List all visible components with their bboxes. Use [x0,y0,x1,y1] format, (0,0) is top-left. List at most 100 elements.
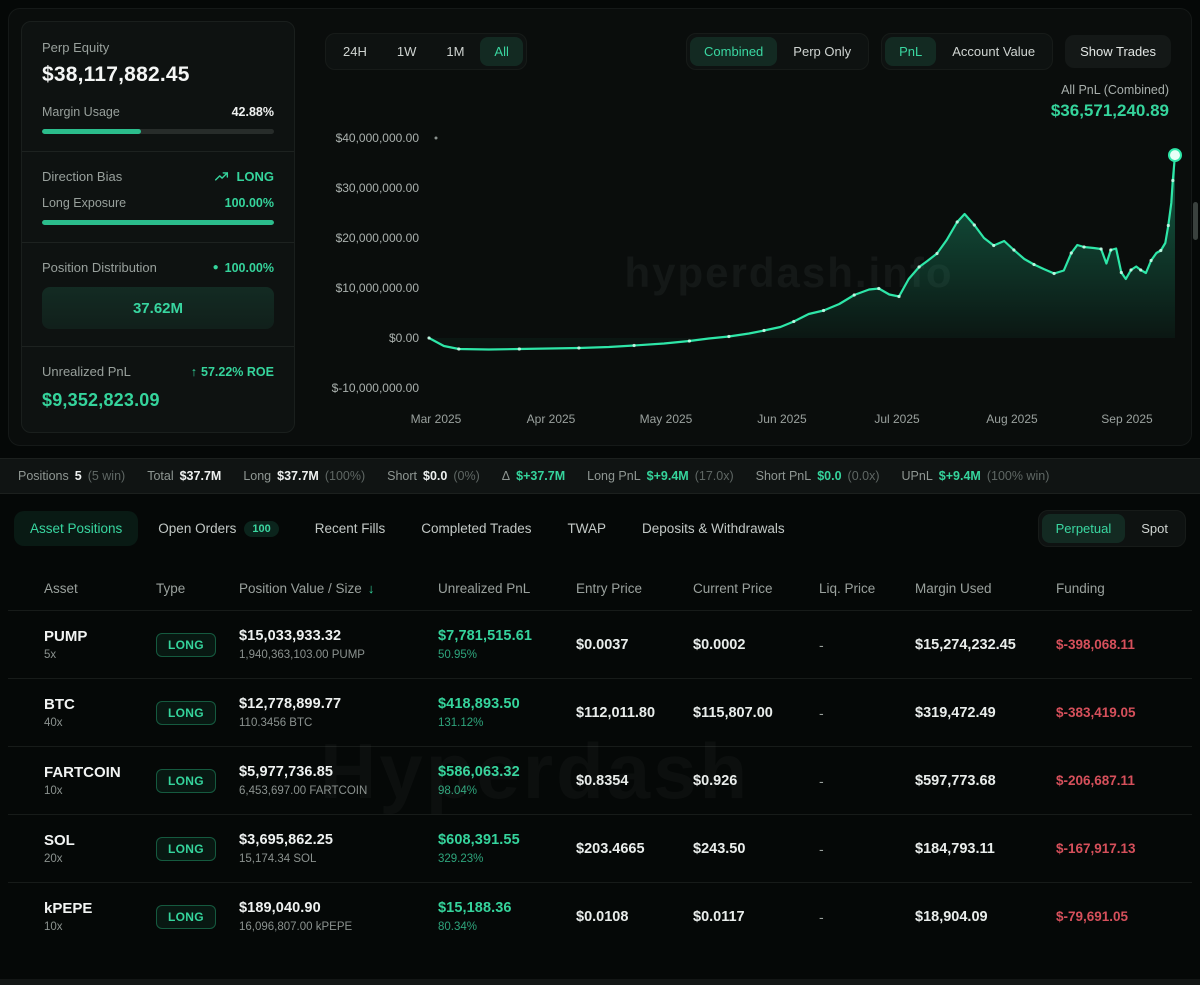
position-distribution-label: Position Distribution [42,260,157,275]
entry-price: $112,011.80 [576,704,656,721]
account-stats-panel: Perp Equity $38,117,882.45 Margin Usage … [21,21,295,433]
header-unrealized-pnl[interactable]: Unrealized PnL [438,580,531,596]
current-price: $0.0002 [693,636,746,653]
position-value: $15,033,933.32 [239,628,342,644]
svg-text:$20,000,000.00: $20,000,000.00 [336,231,420,245]
unrealized-pnl-pct: 329.23% [438,853,484,865]
metric-filter-group: PnL Account Value [881,33,1054,70]
summary-long-pnl: Long PnL $+9.4M (17.0x) [587,469,734,483]
mode-filter-perp-only[interactable]: Perp Only [779,37,865,66]
table-row-pump[interactable]: PUMP 5x LONG $15,033,933.32 1,940,363,103.… [8,610,1192,678]
header-type[interactable]: Type [156,580,186,596]
header-funding[interactable]: Funding [1056,580,1105,596]
long-badge: LONG [156,632,216,657]
tab-twap[interactable]: TWAP [567,521,607,536]
margin-usage-value: 42.88% [231,105,274,119]
position-value: $12,778,899.77 [239,696,342,712]
funding: $-167,917.13 [1056,841,1136,856]
perp-equity-value: $38,117,882.45 [42,63,190,86]
header-entry-price[interactable]: Entry Price [576,580,643,596]
funding: $-383,419.05 [1056,705,1136,720]
svg-text:hyperdash.info: hyperdash.info [624,249,953,296]
svg-text:$0.00: $0.00 [389,331,419,345]
page-scrollbar-thumb[interactable] [1193,202,1198,240]
current-price: $115,807.00 [693,704,773,721]
margin-usage-label: Margin Usage [42,105,120,119]
asset-symbol: FARTCOIN [44,764,121,781]
funding: $-398,068.11 [1056,637,1135,652]
liq-price: - [819,636,824,653]
asset-positions-table: Asset Type Position Value / Size ↓ Unrea… [8,566,1192,950]
time-filter-1w[interactable]: 1W [383,37,431,66]
long-badge: LONG [156,904,216,929]
divider [22,346,294,347]
position-size: 110.3456 BTC [239,717,313,729]
summary-short: Short $0.0 (0%) [387,469,480,483]
long-dot-icon: ● [212,261,219,273]
time-filter-1m[interactable]: 1M [432,37,478,66]
unrealized-pnl: $7,781,515.61 [438,628,533,644]
asset-symbol: SOL [44,832,75,849]
tab-completed-trades[interactable]: Completed Trades [421,521,532,536]
unrealized-pnl: $608,391.55 [438,832,520,848]
current-price: $243.50 [693,840,746,857]
show-trades-button[interactable]: Show Trades [1065,35,1171,68]
summary-upnl: UPnL $+9.4M (100% win) [901,469,1050,483]
margin-used: $184,793.11 [915,840,995,857]
table-row-sol[interactable]: SOL 20x LONG $3,695,862.25 15,174.34 SOL $… [8,814,1192,882]
mode-filter-combined[interactable]: Combined [690,37,778,66]
header-position-value[interactable]: Position Value / Size ↓ [239,580,375,596]
table-row-fartcoin[interactable]: FARTCOIN 10x LONG $5,977,736.85 6,453,697.… [8,746,1192,814]
long-badge: LONG [156,768,216,793]
svg-text:Jul 2025: Jul 2025 [874,412,920,426]
header-current-price[interactable]: Current Price [693,580,773,596]
unrealized-pnl-value: $9,352,823.09 [42,390,160,410]
market-toggle-perpetual[interactable]: Perpetual [1041,514,1126,543]
tab-open-orders[interactable]: Open Orders 100 [142,511,294,547]
svg-text:Apr 2025: Apr 2025 [527,412,576,426]
table-row-btc[interactable]: BTC 40x LONG $12,778,899.77 110.3456 BTC $… [8,678,1192,746]
svg-text:Sep 2025: Sep 2025 [1101,412,1153,426]
market-toggle-spot[interactable]: Spot [1127,514,1182,543]
margin-used: $18,904.09 [915,908,988,925]
position-size: 15,174.34 SOL [239,853,317,865]
long-badge: LONG [156,836,216,861]
summary-long: Long $37.7M (100%) [243,469,366,483]
long-exposure-label: Long Exposure [42,196,127,210]
positions-summary-bar: Positions 5 (5 win) Total $37.7M Long $3… [0,458,1200,494]
tab-recent-fills[interactable]: Recent Fills [314,521,386,536]
position-distribution-pct: 100.00% [224,260,274,275]
pnl-chart[interactable]: hyperdash.info $40,000,000.00 $30,000,000.… [319,125,1189,440]
metric-filter-pnl[interactable]: PnL [885,37,937,66]
tab-asset-positions[interactable]: Asset Positions [14,511,139,546]
position-value: $189,040.90 [239,900,321,916]
overview-card: Perp Equity $38,117,882.45 Margin Usage … [8,8,1192,446]
svg-text:$30,000,000.00: $30,000,000.00 [336,181,420,195]
trending-up-icon [213,170,230,184]
svg-text:Mar 2025: Mar 2025 [411,412,462,426]
liq-price: - [819,772,824,789]
open-orders-count-badge: 100 [244,520,279,537]
header-asset[interactable]: Asset [44,580,78,596]
summary-positions: Positions 5 (5 win) [18,469,126,483]
position-distribution-bucket-label: 37.62M [132,299,184,317]
header-liq-price[interactable]: Liq. Price [819,580,876,596]
asset-leverage: 5x [44,649,57,661]
header-margin-used[interactable]: Margin Used [915,580,992,596]
table-row-kpepe[interactable]: kPEPE 10x LONG $189,040.90 16,096,807.00 k… [8,882,1192,950]
liq-price: - [819,840,824,857]
svg-text:$-10,000,000.00: $-10,000,000.00 [332,381,420,395]
time-filter-24h[interactable]: 24H [329,37,381,66]
margin-usage-bar [42,129,274,134]
current-price: $0.926 [693,772,738,789]
time-filter-all[interactable]: All [480,37,523,66]
position-size: 16,096,807.00 kPEPE [239,921,353,933]
position-distribution-bucket[interactable]: 37.62M [42,287,274,329]
unrealized-pnl-pct: 131.12% [438,717,484,729]
divider [22,242,294,243]
margin-used: $319,472.49 [915,704,996,721]
current-price: $0.0117 [693,908,745,925]
tab-deposits-withdrawals[interactable]: Deposits & Withdrawals [642,521,785,536]
metric-filter-account-value[interactable]: Account Value [938,37,1049,66]
asset-symbol: kPEPE [44,900,93,917]
